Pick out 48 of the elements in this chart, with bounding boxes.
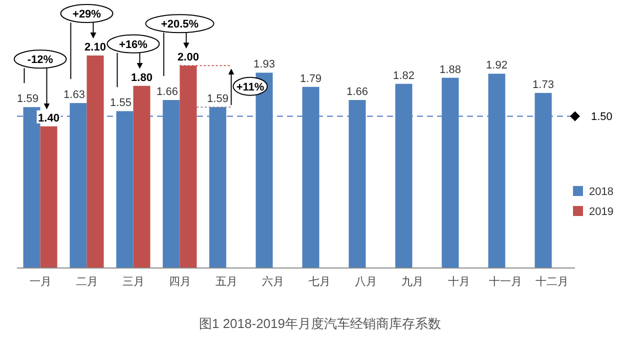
bar — [534, 92, 552, 268]
bar — [70, 103, 87, 268]
x-tick-label: 十二月 — [535, 275, 568, 288]
x-tick-label: 十一月 — [488, 275, 522, 288]
text: 图1 2018-2019年月度汽车经销商库存系数 — [198, 316, 442, 331]
data-label: 1.93 — [254, 58, 275, 71]
annotation: +11% — [236, 81, 264, 94]
x-tick-label: 七月 — [308, 275, 330, 288]
legend-label: 2018 — [589, 186, 614, 198]
bar — [116, 111, 134, 268]
legend-label: 2019 — [589, 206, 614, 218]
bar — [488, 74, 506, 268]
bar — [348, 100, 366, 268]
bar — [86, 56, 104, 268]
bar — [442, 78, 459, 268]
x-tick-label: 四月 — [168, 276, 191, 288]
data-label: 1.88 — [440, 64, 461, 76]
data-label: 1.82 — [393, 70, 414, 82]
data-label: 1.80 — [131, 72, 152, 84]
data-label: 1.63 — [64, 89, 85, 102]
data-label: 1.79 — [300, 72, 322, 85]
data-label: 1.66 — [346, 86, 368, 98]
ref-line-label: 1.50 — [591, 111, 612, 124]
x-tick-label: 八月 — [354, 276, 377, 288]
bar — [162, 100, 180, 268]
data-label: 1.73 — [532, 78, 554, 91]
data-label: 1.92 — [486, 60, 508, 72]
x-tick-label: 五月 — [215, 276, 238, 288]
annotation: -12% — [27, 54, 54, 66]
data-label: 1.59 — [17, 93, 38, 106]
bar — [209, 107, 226, 268]
bar — [133, 86, 150, 268]
bar — [302, 86, 320, 268]
x-tick-label: 一月 — [29, 276, 52, 288]
x-tick-label: 九月 — [401, 275, 424, 288]
data-label: 1.59 — [207, 93, 228, 106]
data-label: 2.00 — [178, 52, 199, 64]
x-tick-label: 十月 — [448, 275, 470, 288]
bar — [40, 126, 58, 268]
x-tick-label: 三月 — [122, 276, 144, 288]
data-label: 1.55 — [110, 97, 132, 110]
data-label: 2.10 — [84, 42, 106, 54]
data-label: 1.40 — [38, 112, 60, 124]
data-label: 1.66 — [156, 86, 178, 98]
bar — [23, 107, 40, 268]
x-tick-label: 六月 — [262, 275, 284, 288]
bar — [395, 84, 412, 268]
x-tick-label: 二月 — [76, 276, 98, 288]
